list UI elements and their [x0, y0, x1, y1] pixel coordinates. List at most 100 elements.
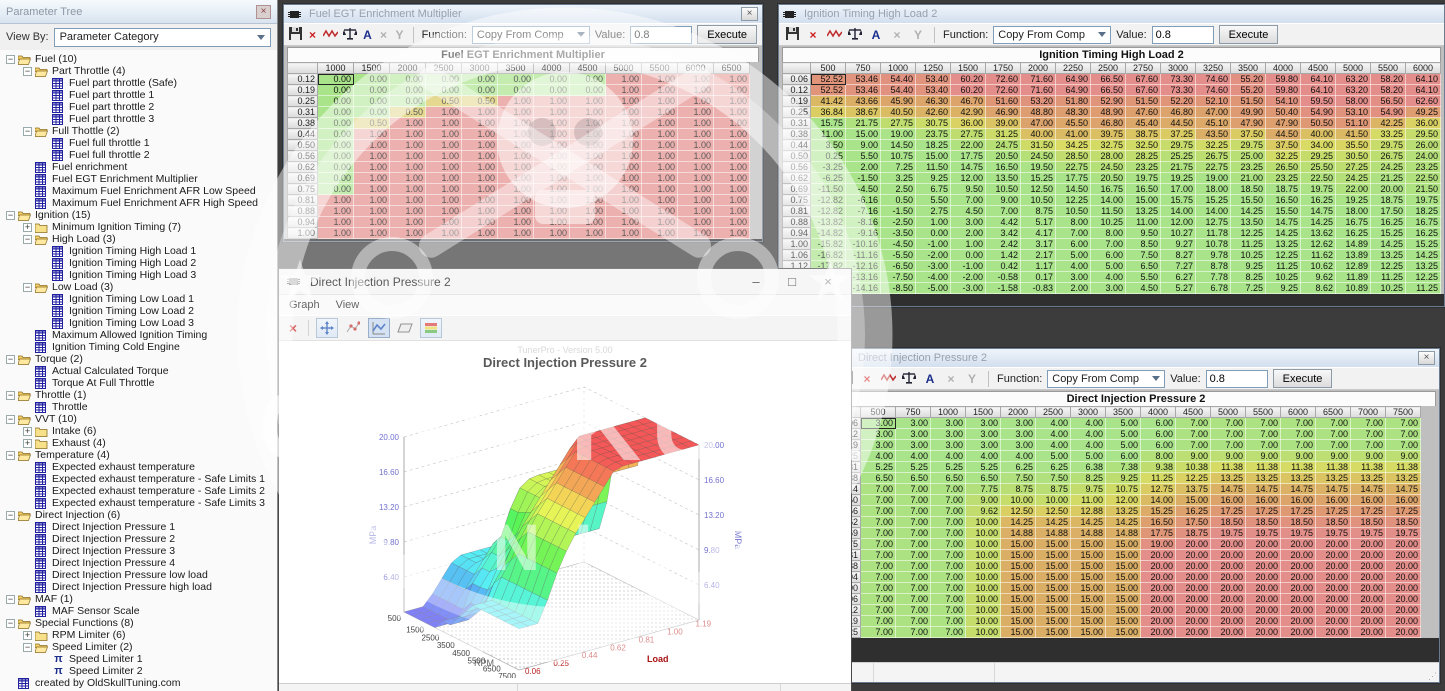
row-header[interactable]: 0.75 — [782, 194, 811, 206]
table-cell[interactable]: 26.50 — [1265, 161, 1301, 173]
table-cell[interactable]: 0.50 — [353, 117, 390, 129]
table-cell[interactable]: 0.00 — [317, 128, 354, 140]
table-cell[interactable]: 8.25 — [1230, 271, 1266, 283]
row-header[interactable]: 0.31 — [287, 106, 318, 118]
table-cell[interactable]: 29.75 — [1160, 139, 1196, 151]
execute-button[interactable]: Execute — [1218, 25, 1279, 44]
table-cell[interactable]: 8.62 — [1300, 282, 1336, 294]
table-cell[interactable]: 15.00 — [1105, 615, 1141, 627]
table-cell[interactable]: 20.00 — [1350, 604, 1386, 616]
expand-icon[interactable]: + — [23, 437, 32, 448]
column-header[interactable]: 2000 — [1000, 406, 1036, 418]
column-header[interactable]: 6500 — [713, 62, 750, 74]
table-cell[interactable]: 7.00 — [860, 582, 896, 594]
table-cell[interactable]: 19.75 — [1125, 172, 1161, 184]
table-cell[interactable]: 0.00 — [317, 150, 354, 162]
table-cell[interactable]: 59.80 — [1265, 84, 1301, 96]
table-cell[interactable]: 46.80 — [1160, 106, 1196, 118]
table-cell[interactable]: 54.40 — [880, 84, 916, 96]
table-cell[interactable]: 20.00 — [1210, 615, 1246, 627]
table-cell[interactable]: 3.42 — [985, 227, 1021, 239]
table-cell[interactable]: 10.00 — [965, 615, 1001, 627]
table-cell[interactable]: 1.00 — [641, 216, 678, 228]
table-cell[interactable]: 4.00 — [1035, 417, 1071, 429]
table-cell[interactable]: 1.00 — [605, 172, 642, 184]
table-cell[interactable]: 16.50 — [1140, 516, 1176, 528]
table-cell[interactable]: 3.00 — [1000, 439, 1036, 451]
column-header[interactable]: 5500 — [1245, 406, 1281, 418]
table-cell[interactable]: 15.00 — [1070, 582, 1106, 594]
surface-3d-chart[interactable]: 6.40 6.40 9.80 9.80 13.20 13.20 16.60 16.60 20.0… — [279, 370, 851, 681]
table-cell[interactable]: 11.50 — [1090, 205, 1126, 217]
collapse-icon[interactable]: − — [6, 209, 15, 220]
table-cell[interactable]: 4.00 — [1055, 260, 1091, 272]
table-cell[interactable]: 1.00 — [425, 139, 462, 151]
table-cell[interactable]: 20.00 — [1280, 582, 1316, 594]
row-header[interactable]: 0.56 — [782, 161, 811, 173]
table-cell[interactable]: 28.50 — [1055, 150, 1091, 162]
table-cell[interactable]: 20.00 — [1315, 571, 1351, 583]
table-cell[interactable]: 1.00 — [605, 139, 642, 151]
row-header[interactable]: 0.50 — [782, 150, 811, 162]
table-cell[interactable]: -7.50 — [880, 271, 916, 283]
table-cell[interactable]: 1.00 — [497, 183, 534, 195]
table-cell[interactable]: 1.00 — [425, 216, 462, 228]
row-header[interactable]: 1.00 — [782, 238, 811, 250]
table-cell[interactable]: 17.25 — [1350, 505, 1386, 517]
row-header[interactable]: 0.06 — [782, 73, 811, 85]
tree-item[interactable]: Direct Injection Pressure 4 — [2, 557, 277, 569]
table-cell[interactable]: 51.50 — [1125, 95, 1161, 107]
table-cell[interactable]: 15.75 — [1160, 194, 1196, 206]
column-header[interactable]: 5000 — [605, 62, 642, 74]
table-cell[interactable]: 15.00 — [1035, 615, 1071, 627]
table-cell[interactable]: 0.00 — [425, 84, 462, 96]
table-cell[interactable]: 1.00 — [497, 150, 534, 162]
table-cell[interactable]: 23.25 — [1265, 172, 1301, 184]
table-cell[interactable]: 3.00 — [1090, 282, 1126, 294]
collapse-icon[interactable]: − — [6, 617, 15, 628]
table-cell[interactable]: 1.00 — [461, 106, 498, 118]
surface-chart-icon[interactable] — [368, 318, 390, 338]
tree-item[interactable]: Maximum Fuel Enrichment AFR Low Speed — [2, 185, 277, 197]
table-cell[interactable]: -12.16 — [845, 260, 881, 272]
table-cell[interactable]: 7.00 — [860, 549, 896, 561]
tree-item[interactable]: π Speed Limiter 2 — [2, 665, 277, 677]
table-cell[interactable]: 1.00 — [497, 194, 534, 206]
column-header[interactable]: 3000 — [1160, 62, 1196, 74]
table-cell[interactable]: 3.00 — [965, 439, 1001, 451]
column-header[interactable]: 3250 — [1195, 62, 1231, 74]
column-header[interactable]: 2250 — [1055, 62, 1091, 74]
tree-item[interactable]: − VVT (10) — [2, 413, 277, 425]
table-cell[interactable]: 1.00 — [677, 183, 714, 195]
table-cell[interactable]: 7.00 — [1385, 417, 1421, 429]
table-cell[interactable]: 1.17 — [1020, 260, 1056, 272]
column-header[interactable]: 6500 — [1315, 406, 1351, 418]
table-cell[interactable]: 49.90 — [1230, 106, 1266, 118]
color-bands-icon[interactable] — [420, 318, 442, 338]
table-cell[interactable]: 40.00 — [1300, 128, 1336, 140]
table-cell[interactable]: 20.00 — [1175, 571, 1211, 583]
table-cell[interactable]: 4.00 — [1090, 271, 1126, 283]
table-cell[interactable]: 0.00 — [317, 183, 354, 195]
table-cell[interactable]: 15.00 — [1035, 626, 1071, 638]
table-cell[interactable]: 20.00 — [1315, 560, 1351, 572]
table-cell[interactable]: 23.75 — [915, 128, 951, 140]
table-cell[interactable]: 9.00 — [985, 194, 1021, 206]
table-cell[interactable]: 1.00 — [569, 128, 606, 140]
table-cell[interactable]: 6.50 — [965, 472, 1001, 484]
table-cell[interactable]: 30.75 — [915, 117, 951, 129]
table-cell[interactable]: 3.25 — [880, 172, 916, 184]
table-cell[interactable]: 15.00 — [1105, 582, 1141, 594]
table-cell[interactable]: 7.00 — [1350, 417, 1386, 429]
table-cell[interactable]: 26.75 — [1370, 150, 1406, 162]
table-cell[interactable]: 20.00 — [1350, 615, 1386, 627]
table-cell[interactable]: 1.00 — [497, 128, 534, 140]
table-cell[interactable]: 7.00 — [895, 571, 931, 583]
table-cell[interactable]: -2.00 — [915, 249, 951, 261]
table-cell[interactable]: 67.60 — [1125, 73, 1161, 85]
tree-item[interactable]: + Exhaust (4) — [2, 437, 277, 449]
table-cell[interactable]: 29.50 — [1405, 128, 1441, 140]
waveform-icon[interactable] — [825, 28, 843, 42]
table-cell[interactable]: 7.00 — [860, 571, 896, 583]
table-cell[interactable]: 7.00 — [1245, 439, 1281, 451]
